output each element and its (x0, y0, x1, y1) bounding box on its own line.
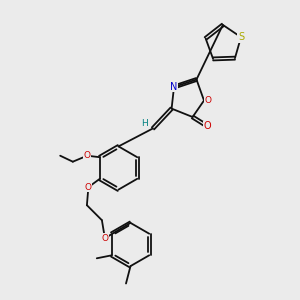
Text: S: S (238, 32, 244, 42)
Text: O: O (84, 151, 91, 160)
Text: O: O (85, 183, 92, 192)
Text: O: O (203, 121, 211, 131)
Text: O: O (101, 234, 108, 243)
Text: N: N (170, 82, 178, 92)
Text: H: H (141, 119, 148, 128)
Text: O: O (204, 96, 211, 105)
